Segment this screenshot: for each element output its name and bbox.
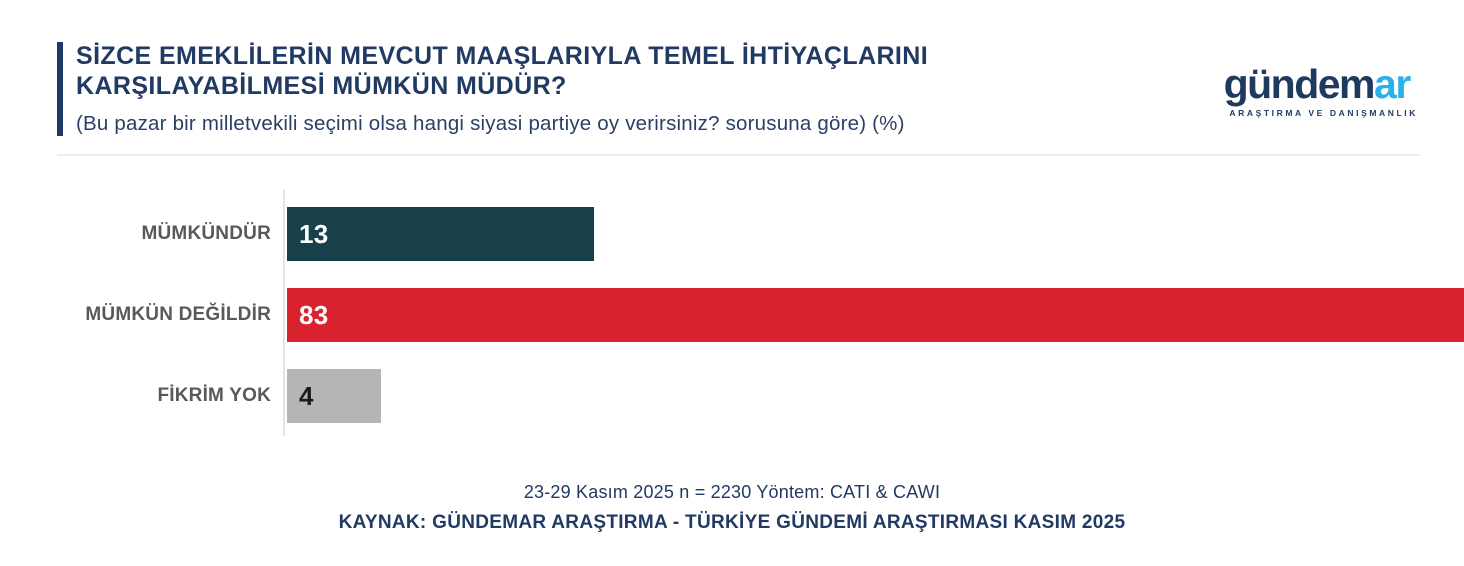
bar-value-label: 83 — [299, 299, 329, 330]
bar-value-label: 13 — [299, 218, 329, 249]
bar-track: 4 — [283, 369, 1464, 423]
page-title: SİZCE EMEKLİLERİN MEVCUT MAAŞLARIYLA TEM… — [76, 42, 928, 101]
title-block: SİZCE EMEKLİLERİN MEVCUT MAAŞLARIYLA TEM… — [57, 42, 928, 136]
category-label: FİKRİM YOK — [157, 385, 271, 406]
logo-wordmark-accent: ar — [1374, 61, 1411, 107]
bar-row: MÜMKÜN DEĞİLDİR 83 — [0, 288, 1464, 342]
bar-rows: MÜMKÜNDÜR 13 MÜMKÜN DEĞİLDİR 83 FİKRİM Y… — [0, 207, 1464, 423]
footer-source: KAYNAK: GÜNDEMAR ARAŞTIRMA - TÜRKİYE GÜN… — [338, 512, 1126, 533]
bar-row: MÜMKÜNDÜR 13 — [0, 207, 1464, 261]
header-divider — [57, 154, 1420, 156]
axis-line — [283, 190, 285, 436]
page-title-line2: KARŞILAYABİLMESİ MÜMKÜN MÜDÜR? — [76, 71, 567, 100]
bar-track: 83 — [283, 288, 1464, 342]
gundemar-logo: gündemar ARAŞTIRMA VE DANIŞMANLIK — [1215, 42, 1418, 119]
category-label: MÜMKÜN DEĞİLDİR — [85, 304, 271, 325]
logo-wordmark-primary: gündem — [1223, 61, 1376, 107]
page-title-line1: SİZCE EMEKLİLERİN MEVCUT MAAŞLARIYLA TEM… — [76, 42, 929, 70]
footer-methodology: 23-29 Kasım 2025 n = 2230 Yöntem: CATI &… — [523, 482, 941, 502]
page-subtitle: (Bu pazar bir milletvekili seçimi olsa h… — [76, 112, 905, 135]
logo-tagline: ARAŞTIRMA VE DANIŞMANLIK — [1229, 108, 1418, 118]
category-label: MÜMKÜNDÜR — [141, 223, 271, 244]
bar-row: FİKRİM YOK 4 — [0, 369, 1464, 423]
bar-value-label: 4 — [299, 380, 314, 411]
bar: 4 — [287, 369, 382, 423]
logo-wordmark: gündemar — [1215, 64, 1418, 105]
bar: 83 — [287, 288, 1464, 342]
bar: 13 — [287, 207, 595, 261]
bar-track: 13 — [283, 207, 1464, 261]
footer: 23-29 Kasım 2025 n = 2230 Yöntem: CATI &… — [0, 482, 1464, 534]
header: SİZCE EMEKLİLERİN MEVCUT MAAŞLARIYLA TEM… — [0, 0, 1464, 136]
bar-chart: MÜMKÜNDÜR 13 MÜMKÜN DEĞİLDİR 83 FİKRİM Y… — [0, 190, 1464, 436]
